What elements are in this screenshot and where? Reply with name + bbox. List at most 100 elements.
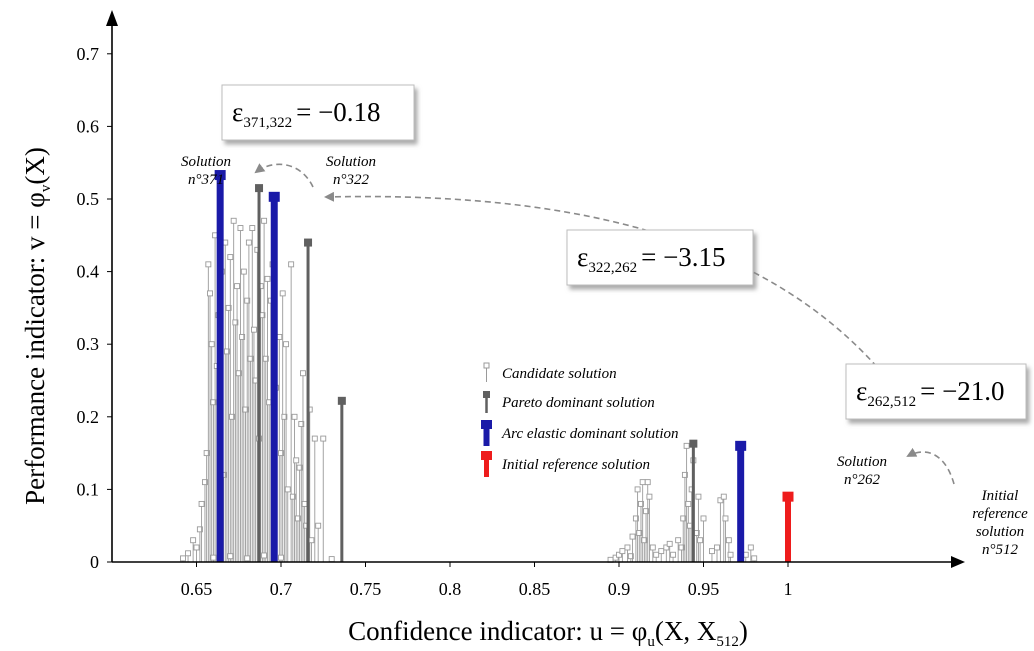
candidate-point — [239, 333, 246, 562]
pareto-point — [337, 396, 346, 562]
pareto-point — [255, 184, 264, 562]
x-tick-label: 0.95 — [688, 579, 720, 599]
candidate-point — [193, 544, 200, 562]
x-axis-arrow — [951, 556, 965, 568]
candidate-point — [747, 544, 754, 562]
legend-item-initial: Initial reference solution — [481, 451, 650, 477]
y-tick-label: 0.5 — [77, 189, 100, 209]
candidate-point — [279, 290, 286, 562]
x-tick-label: 1 — [784, 579, 793, 599]
svg-text:Candidate solution: Candidate solution — [502, 366, 617, 382]
candidate-point — [185, 550, 192, 562]
candidate-point — [678, 544, 685, 562]
candidate-point — [244, 297, 251, 562]
arc-elastic-point — [214, 170, 226, 562]
candidate-point — [315, 522, 322, 562]
candidate-point — [288, 261, 295, 562]
candidate-point — [190, 537, 197, 562]
x-tick-label: 0.65 — [181, 579, 213, 599]
candidate-point — [281, 413, 288, 562]
arc-322-to-371 — [254, 163, 314, 188]
candidate-point — [636, 530, 643, 562]
arc-elastic-point — [268, 191, 280, 562]
candidate-point — [658, 548, 665, 562]
candidate-point — [237, 225, 244, 562]
candidate-point — [751, 555, 758, 562]
x-tick-label: 0.9 — [608, 579, 631, 599]
candidate-point — [261, 552, 268, 562]
candidate-point — [663, 544, 670, 562]
candidate-point — [634, 486, 641, 562]
candidate-point — [261, 217, 268, 562]
candidate-point — [232, 319, 239, 562]
candidate-point — [727, 551, 734, 562]
label-solution-262: Solution n°262 — [837, 454, 887, 488]
candidate-point — [632, 515, 639, 562]
y-axis-label: Performance indicator: v = φv(X) — [20, 147, 54, 505]
candidate-point — [225, 304, 232, 562]
candidate-point — [616, 551, 622, 562]
candidate-point — [643, 508, 649, 562]
candidate-point — [709, 548, 715, 562]
candidate-point — [619, 548, 626, 562]
candidate-point — [296, 464, 303, 562]
label-solution-322: Solution n°322 — [326, 154, 376, 188]
pareto-series — [255, 184, 698, 562]
candidate-point — [289, 493, 296, 562]
candidate-point — [223, 348, 230, 562]
candidate-point — [298, 421, 305, 562]
initial-reference-point — [782, 491, 794, 562]
arc-512-to-262 — [906, 447, 955, 485]
legend: Candidate solution Pareto dominant solut… — [481, 362, 679, 477]
candidate-point — [697, 537, 704, 562]
y-tick-label: 0.3 — [77, 334, 100, 354]
y-axis-arrow — [106, 10, 118, 26]
candidate-point — [685, 500, 692, 562]
label-solution-371: Solution n°371 — [181, 154, 231, 188]
axes — [106, 10, 965, 568]
candidate-point — [208, 341, 215, 562]
candidate-point — [227, 553, 234, 562]
svg-text:ε262,512= −21.0: ε262,512 = −21.0 — [856, 376, 1005, 410]
candidate-point — [311, 435, 318, 562]
candidate-point — [201, 479, 208, 562]
candidate-point — [283, 341, 290, 562]
x-tick-labels: 0.65 0.7 0.75 0.8 0.85 0.9 0.95 1 — [181, 562, 793, 599]
y-tick-label: 0.1 — [77, 479, 100, 499]
x-tick-label: 0.7 — [270, 579, 293, 599]
label-solution-512: Initial reference solution n°512 — [972, 488, 1028, 558]
candidate-point — [300, 370, 306, 562]
candidate-point — [278, 450, 284, 562]
y-tick-label: 0.7 — [77, 44, 100, 64]
candidate-point — [180, 555, 186, 562]
candidate-point — [249, 225, 256, 562]
y-tick-label: 0.4 — [77, 262, 100, 282]
candidate-point — [244, 555, 251, 562]
candidate-point — [284, 486, 291, 562]
candidate-point — [227, 254, 234, 562]
candidate-point — [234, 283, 241, 562]
elasticity-box-322-262: ε322,262 = −3.15 — [566, 229, 754, 286]
candidate-point — [666, 540, 673, 562]
candidate-point — [722, 515, 729, 562]
candidate-point — [240, 268, 247, 562]
svg-text:Arc elastic dominant solution: Arc elastic dominant solution — [501, 426, 679, 442]
candidate-point — [294, 515, 301, 562]
candidate-point — [229, 413, 235, 562]
x-tick-label: 0.8 — [439, 579, 462, 599]
candidate-point — [700, 515, 707, 562]
candidate-point — [291, 413, 298, 562]
candidate-point — [196, 526, 203, 562]
y-tick-label: 0.6 — [77, 116, 100, 136]
candidate-point — [717, 497, 724, 562]
arc-elastic-point — [735, 440, 747, 562]
candidate-point — [198, 500, 205, 562]
candidate-point — [247, 355, 254, 562]
candidate-point — [328, 556, 335, 563]
candidate-point — [680, 515, 687, 562]
pareto-point — [689, 439, 698, 562]
candidate-point — [714, 544, 720, 562]
candidate-point — [695, 493, 702, 562]
svg-text:ε322,262= −3.15: ε322,262 = −3.15 — [577, 242, 726, 276]
